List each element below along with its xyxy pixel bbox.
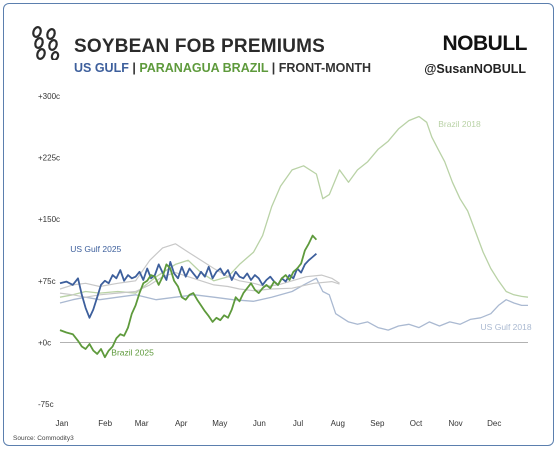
subtitle-separator: |	[268, 61, 279, 75]
series-line-historical-b	[59, 272, 340, 298]
series-line-us-gulf-2018	[59, 277, 528, 331]
x-tick-label: Oct	[410, 419, 423, 428]
subtitle-front-month: FRONT-MONTH	[278, 61, 372, 75]
chart-title: SOYBEAN FOB PREMIUMS	[74, 36, 326, 57]
y-tick-label: +75c	[38, 277, 56, 286]
x-tick-label: Mar	[135, 419, 149, 428]
x-tick-label: Jul	[293, 419, 303, 428]
x-tick-label: Apr	[175, 419, 188, 428]
y-tick-label: -75c	[38, 400, 54, 409]
y-tick-label: +300c	[38, 92, 60, 101]
y-tick-label: +0c	[38, 338, 51, 347]
brand-logo: NOBULL	[442, 32, 528, 55]
x-tick-label: Nov	[448, 419, 462, 428]
x-tick-label: Jun	[253, 419, 266, 428]
line-chart: Brazil 2018 US Gulf 2018 US Gulf 2025 Brazi…	[38, 92, 532, 428]
y-tick-label: +225c	[38, 154, 60, 163]
subtitle-us-gulf: US GULF	[74, 61, 129, 75]
chart-subtitle: US GULF | PARANAGUA BRAZIL | FRONT-MONTH	[74, 61, 371, 75]
subtitle-brazil: PARANAGUA BRAZIL	[139, 61, 269, 75]
twitter-handle: @SusanNOBULL	[424, 62, 526, 76]
x-tick-label: May	[212, 419, 227, 428]
x-tick-label: Feb	[98, 419, 112, 428]
series-line-brazil-2018	[59, 115, 529, 298]
series-label-brazil-2025: Brazil 2025	[111, 348, 154, 358]
x-tick-label: Jan	[56, 419, 69, 428]
subtitle-separator: |	[128, 61, 140, 75]
series-line-brazil-2025	[59, 234, 318, 359]
series-label-us-gulf-2025: US Gulf 2025	[70, 244, 121, 254]
y-tick-label: +150c	[38, 215, 60, 224]
series-line-historical-a	[59, 243, 340, 290]
x-tick-label: Aug	[331, 419, 345, 428]
soybean-pods-icon	[32, 26, 60, 60]
chart-frame: SOYBEAN FOB PREMIUMS US GULF | PARANAGUA…	[3, 3, 554, 446]
source-note: Source: Commodity3	[13, 435, 74, 442]
x-tick-label: Dec	[487, 419, 501, 428]
series-label-brazil-2018: Brazil 2018	[438, 119, 481, 129]
series-label-us-gulf-2018: US Gulf 2018	[481, 322, 532, 332]
x-tick-label: Sep	[370, 419, 385, 428]
